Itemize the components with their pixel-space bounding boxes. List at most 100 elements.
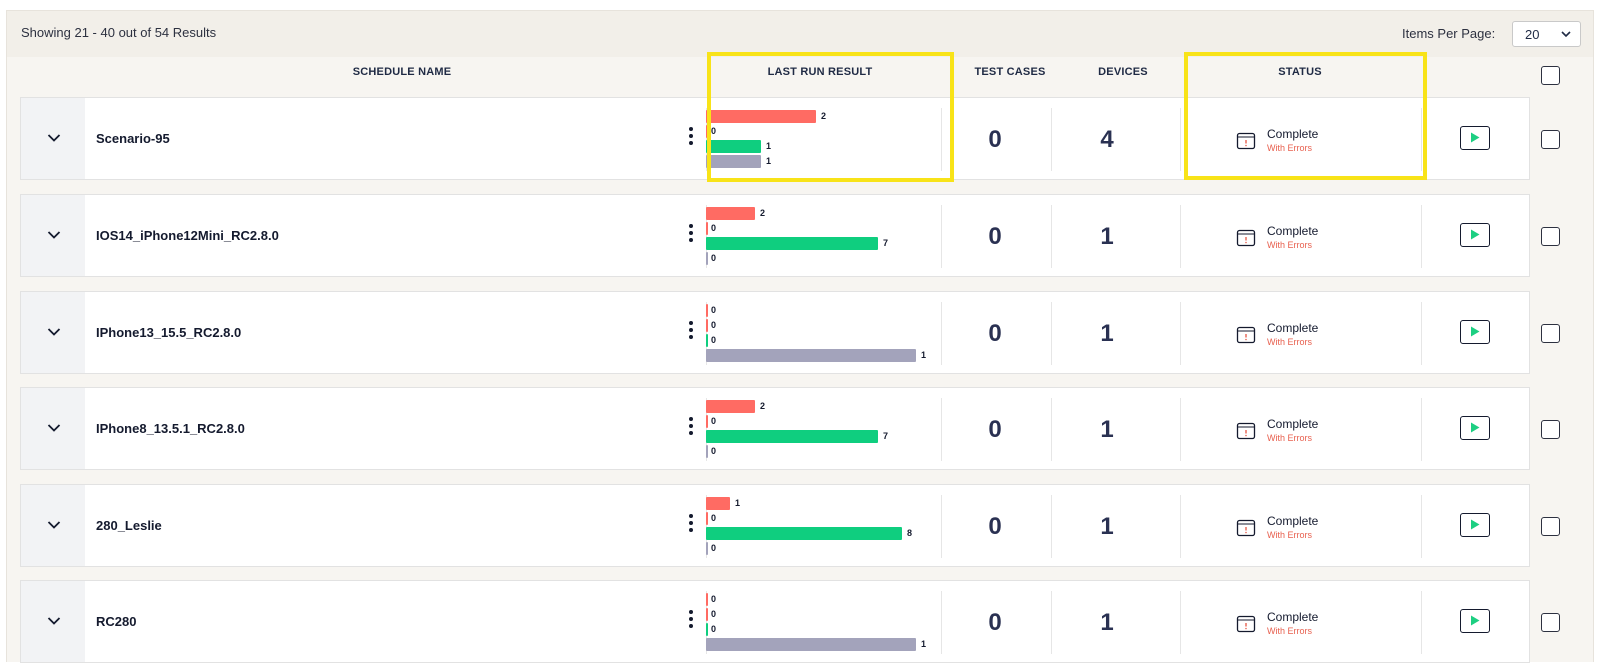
select-all-checkbox[interactable]: [1541, 66, 1560, 85]
expand-row-button[interactable]: [21, 292, 85, 373]
expand-row-button[interactable]: [21, 581, 85, 662]
bar-fill-passed: [706, 527, 902, 540]
schedule-row[interactable]: IOS14_iPhone12Mini_RC2.8.0 2 0 7 0 0 1 Complete…: [20, 194, 1530, 277]
divider: [1051, 398, 1052, 461]
schedule-row[interactable]: 280_Leslie 1 0 8 0 0 1 Complete With Errors: [20, 484, 1530, 567]
results-count-text: Showing 21 - 40 out of 54 Results: [21, 25, 217, 40]
more-options-icon[interactable]: [688, 417, 694, 437]
play-icon: [1471, 132, 1480, 143]
row-select-checkbox[interactable]: [1541, 324, 1560, 343]
schedule-row[interactable]: IPhone13_15.5_RC2.8.0 0 0 0 1 0 1 Complete With …: [20, 291, 1530, 374]
play-icon: [1471, 229, 1480, 240]
schedule-row[interactable]: RC280 0 0 0 1 0 1 Complete With Errors: [20, 580, 1530, 663]
schedule-name[interactable]: Scenario-95: [96, 131, 170, 146]
status-subtext: With Errors: [1267, 240, 1312, 250]
last-run-result-chart: 0 0 0 1: [706, 304, 936, 364]
divider: [1180, 108, 1181, 171]
run-schedule-button[interactable]: [1460, 416, 1490, 440]
play-icon: [1471, 326, 1480, 337]
divider: [1180, 205, 1181, 268]
more-options-icon[interactable]: [688, 321, 694, 341]
devices-count: 1: [1100, 416, 1114, 443]
devices-count: 1: [1100, 609, 1114, 636]
warning-box-icon: [1236, 422, 1256, 440]
bar-fill-failed: [706, 593, 708, 606]
column-header-test-cases[interactable]: TEST CASES: [974, 66, 1046, 78]
bar-fill-skipped: [706, 252, 708, 265]
expand-row-button[interactable]: [21, 195, 85, 276]
column-header-devices[interactable]: DEVICES: [1098, 66, 1148, 78]
expand-row-button[interactable]: [21, 388, 85, 469]
test-cases-count: 0: [988, 126, 1002, 153]
play-icon: [1471, 519, 1480, 530]
bar-fill-passed: [706, 623, 708, 636]
divider: [1051, 591, 1052, 654]
warning-box-icon: [1236, 229, 1256, 247]
chevron-down-icon: [47, 134, 61, 142]
schedule-name[interactable]: IPhone8_13.5.1_RC2.8.0: [96, 421, 245, 436]
divider: [1051, 108, 1052, 171]
schedule-name[interactable]: IPhone13_15.5_RC2.8.0: [96, 325, 242, 340]
bar-value-skipped: 0: [711, 253, 717, 263]
status-text: Complete: [1267, 224, 1319, 238]
row-select-checkbox[interactable]: [1541, 130, 1560, 149]
column-header-status[interactable]: STATUS: [1278, 66, 1322, 78]
items-per-page-select[interactable]: 20: [1512, 21, 1581, 47]
bar-value-passed: 0: [711, 335, 717, 345]
run-schedule-button[interactable]: [1460, 320, 1490, 344]
devices-count: 4: [1100, 126, 1114, 153]
bar-fill-passed: [706, 334, 708, 347]
expand-row-button[interactable]: [21, 485, 85, 566]
divider: [706, 205, 707, 268]
divider: [1180, 302, 1181, 365]
more-options-icon[interactable]: [688, 610, 694, 630]
highlight-last-run-result: [707, 52, 954, 182]
row-select-checkbox[interactable]: [1541, 227, 1560, 246]
schedule-row[interactable]: IPhone8_13.5.1_RC2.8.0 2 0 7 0 0 1 Complete With…: [20, 387, 1530, 470]
devices-count: 1: [1100, 320, 1114, 347]
warning-box-icon: [1236, 615, 1256, 633]
divider: [941, 495, 942, 558]
more-options-icon[interactable]: [688, 514, 694, 534]
row-select-checkbox[interactable]: [1541, 613, 1560, 632]
schedule-name[interactable]: RC280: [96, 614, 137, 629]
bar-value-failed: 2: [821, 111, 827, 121]
run-schedule-button[interactable]: [1460, 126, 1490, 150]
status-subtext: With Errors: [1267, 143, 1312, 153]
divider: [941, 398, 942, 461]
bar-fill-errored: [706, 608, 708, 621]
more-options-icon[interactable]: [688, 224, 694, 244]
bar-fill-skipped: [706, 349, 916, 362]
expand-row-button[interactable]: [21, 98, 85, 179]
row-select-checkbox[interactable]: [1541, 517, 1560, 536]
row-select-checkbox[interactable]: [1541, 420, 1560, 439]
chevron-down-icon: [47, 328, 61, 336]
bar-fill-failed: [706, 110, 816, 123]
run-schedule-button[interactable]: [1460, 609, 1490, 633]
divider: [1051, 495, 1052, 558]
run-schedule-button[interactable]: [1460, 223, 1490, 247]
divider: [706, 108, 707, 171]
divider: [941, 108, 942, 171]
bar-value-errored: 0: [711, 513, 717, 523]
column-header-schedule-name[interactable]: SCHEDULE NAME: [352, 66, 452, 78]
bar-value-errored: 0: [711, 416, 717, 426]
run-schedule-button[interactable]: [1460, 513, 1490, 537]
bar-value-errored: 0: [711, 126, 717, 136]
schedule-name[interactable]: IOS14_iPhone12Mini_RC2.8.0: [96, 228, 279, 243]
divider: [1421, 495, 1422, 558]
bar-fill-skipped: [706, 445, 708, 458]
bar-value-failed: 1: [735, 498, 741, 508]
status-subtext: With Errors: [1267, 530, 1312, 540]
bar-value-skipped: 1: [921, 350, 927, 360]
status-subtext: With Errors: [1267, 337, 1312, 347]
column-header-last-run-result[interactable]: LAST RUN RESULT: [767, 66, 873, 78]
chevron-down-icon: [47, 617, 61, 625]
bar-value-failed: 0: [711, 305, 717, 315]
bar-fill-errored: [706, 125, 708, 138]
schedule-name[interactable]: 280_Leslie: [96, 518, 162, 533]
more-options-icon[interactable]: [688, 127, 694, 147]
test-cases-count: 0: [988, 416, 1002, 443]
bar-value-skipped: 1: [766, 156, 772, 166]
